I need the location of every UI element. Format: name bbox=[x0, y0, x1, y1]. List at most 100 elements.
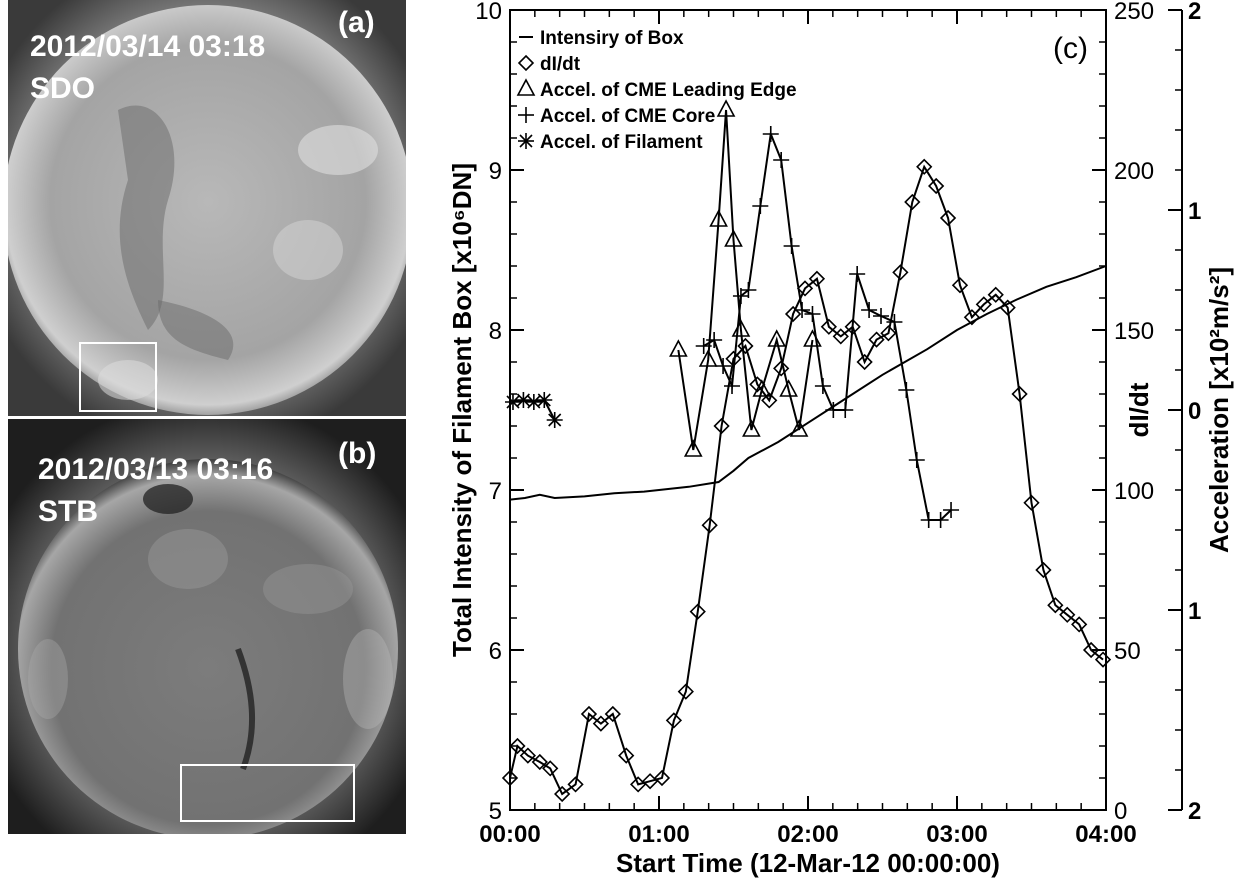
series-2-point bbox=[683, 439, 703, 457]
series-0-line bbox=[509, 265, 1107, 501]
series-1-point bbox=[580, 705, 598, 723]
panel-b-label: (b) bbox=[338, 437, 377, 470]
series-1-point bbox=[904, 193, 921, 211]
left-tick-label: 8 bbox=[489, 318, 502, 345]
series-1 bbox=[501, 158, 1112, 803]
filament-box-a bbox=[79, 342, 157, 412]
series-1-point bbox=[939, 209, 957, 227]
x-tick-label: 03:00 bbox=[926, 821, 987, 848]
series-1-point bbox=[1082, 641, 1100, 659]
series-1-point bbox=[856, 353, 873, 371]
filament-box-b bbox=[180, 764, 355, 822]
series-4-point bbox=[525, 394, 542, 410]
series-2-point bbox=[779, 379, 798, 397]
series-1-point bbox=[1059, 606, 1076, 623]
series-2-point bbox=[669, 339, 688, 357]
series-2-point bbox=[742, 419, 761, 437]
dIdt-tick-label: 150 bbox=[1114, 318, 1154, 345]
series-3-point bbox=[752, 198, 769, 214]
series-1-point bbox=[689, 603, 706, 620]
series-4 bbox=[504, 392, 563, 428]
series-3-point bbox=[783, 238, 800, 254]
series-1-point bbox=[665, 712, 683, 729]
dIdt-tick-label: 250 bbox=[1114, 0, 1154, 25]
x-axis-title: Start Time (12-Mar-12 00:00:00) bbox=[616, 848, 1000, 878]
series-1-point bbox=[618, 747, 635, 764]
series-2-point bbox=[789, 419, 809, 437]
panel-b-date: 2012/03/13 03:16 bbox=[38, 453, 274, 486]
series-1-point bbox=[880, 325, 897, 342]
series-1-point bbox=[916, 158, 933, 175]
left-tick-label: 9 bbox=[489, 158, 502, 185]
series-3-point bbox=[908, 452, 925, 468]
panel-a-date: 2012/03/14 03:18 bbox=[30, 30, 266, 63]
legend-label: Accel. of CME Leading Edge bbox=[540, 80, 797, 101]
series-3-point bbox=[715, 358, 732, 374]
left-tick-label: 10 bbox=[475, 0, 502, 25]
legend-entry-4: Accel. of Filament bbox=[518, 132, 703, 153]
series-3-point bbox=[762, 126, 779, 142]
series-1-point bbox=[951, 277, 969, 294]
series-2-point bbox=[709, 209, 728, 227]
panel-b-stb-image: 2012/03/13 03:16 STB (b) bbox=[8, 419, 406, 834]
series-1-point bbox=[554, 785, 571, 803]
series-1-point bbox=[1035, 561, 1052, 579]
series-2-point bbox=[767, 329, 787, 347]
series-4-point bbox=[546, 412, 563, 428]
dIdt-axis-title: dI/dt bbox=[1124, 382, 1154, 437]
series-1-point bbox=[1011, 385, 1028, 403]
series-3-point bbox=[740, 282, 757, 298]
series-0 bbox=[509, 265, 1107, 501]
series-2-line bbox=[677, 109, 814, 451]
plot-frame bbox=[509, 9, 1107, 811]
legend-label: Intensiry of Box bbox=[540, 28, 684, 49]
series-2-point bbox=[716, 99, 736, 117]
series-1-point bbox=[928, 177, 945, 195]
legend-entry-2: Accel. of CME Leading Edge bbox=[516, 78, 797, 101]
series-3-point bbox=[861, 302, 878, 318]
dIdt-tick-label: 50 bbox=[1114, 638, 1141, 665]
x-tick-label: 02:00 bbox=[777, 821, 838, 848]
left-tick-label: 7 bbox=[489, 478, 502, 505]
series-1-point bbox=[567, 776, 584, 793]
accel-tick-label: 1 bbox=[1188, 198, 1201, 225]
series-3 bbox=[695, 126, 960, 528]
series-1-point bbox=[542, 760, 559, 777]
series-1-point bbox=[653, 769, 671, 787]
series-1-point bbox=[1023, 494, 1040, 511]
panel-a-label: (a) bbox=[338, 6, 375, 39]
dIdt-tick-label: 200 bbox=[1114, 158, 1154, 185]
series-3-point bbox=[873, 308, 890, 324]
series-1-point bbox=[677, 683, 694, 700]
series-4-point bbox=[515, 392, 532, 408]
series-1-point bbox=[773, 360, 790, 377]
series-3-point bbox=[943, 502, 960, 518]
left-axis-title: Total Intensity of Filament Box [x10⁶DN] bbox=[447, 163, 477, 657]
series-1-point bbox=[701, 517, 718, 534]
x-tick-label: 04:00 bbox=[1075, 821, 1136, 848]
series-3-point bbox=[706, 332, 723, 348]
x-tick-label: 00:00 bbox=[479, 821, 540, 848]
series-3-point bbox=[886, 314, 903, 330]
series-1-point bbox=[509, 737, 526, 755]
series-3-point bbox=[695, 338, 712, 354]
series-1-point bbox=[761, 392, 778, 409]
accel-tick-label: 2 bbox=[1188, 0, 1201, 25]
panel-a-instrument: SDO bbox=[30, 72, 96, 105]
accel-tick-label: 1 bbox=[1188, 598, 1201, 625]
legend-plus-symbol bbox=[518, 107, 534, 123]
series-1-point bbox=[713, 417, 730, 435]
series-1-point bbox=[820, 318, 837, 335]
series-1-point bbox=[604, 705, 621, 723]
series-1-point bbox=[868, 331, 885, 348]
panel-c-label: (c) bbox=[1053, 32, 1088, 65]
series-3-point bbox=[773, 152, 790, 168]
series-1-point bbox=[999, 299, 1016, 316]
series-1-point bbox=[963, 309, 981, 326]
series-3-point bbox=[724, 378, 741, 394]
series-1-point bbox=[987, 286, 1004, 303]
legend-label: Accel. of Filament bbox=[540, 132, 703, 153]
series-1-point bbox=[892, 264, 909, 281]
series-3-point bbox=[898, 382, 915, 398]
